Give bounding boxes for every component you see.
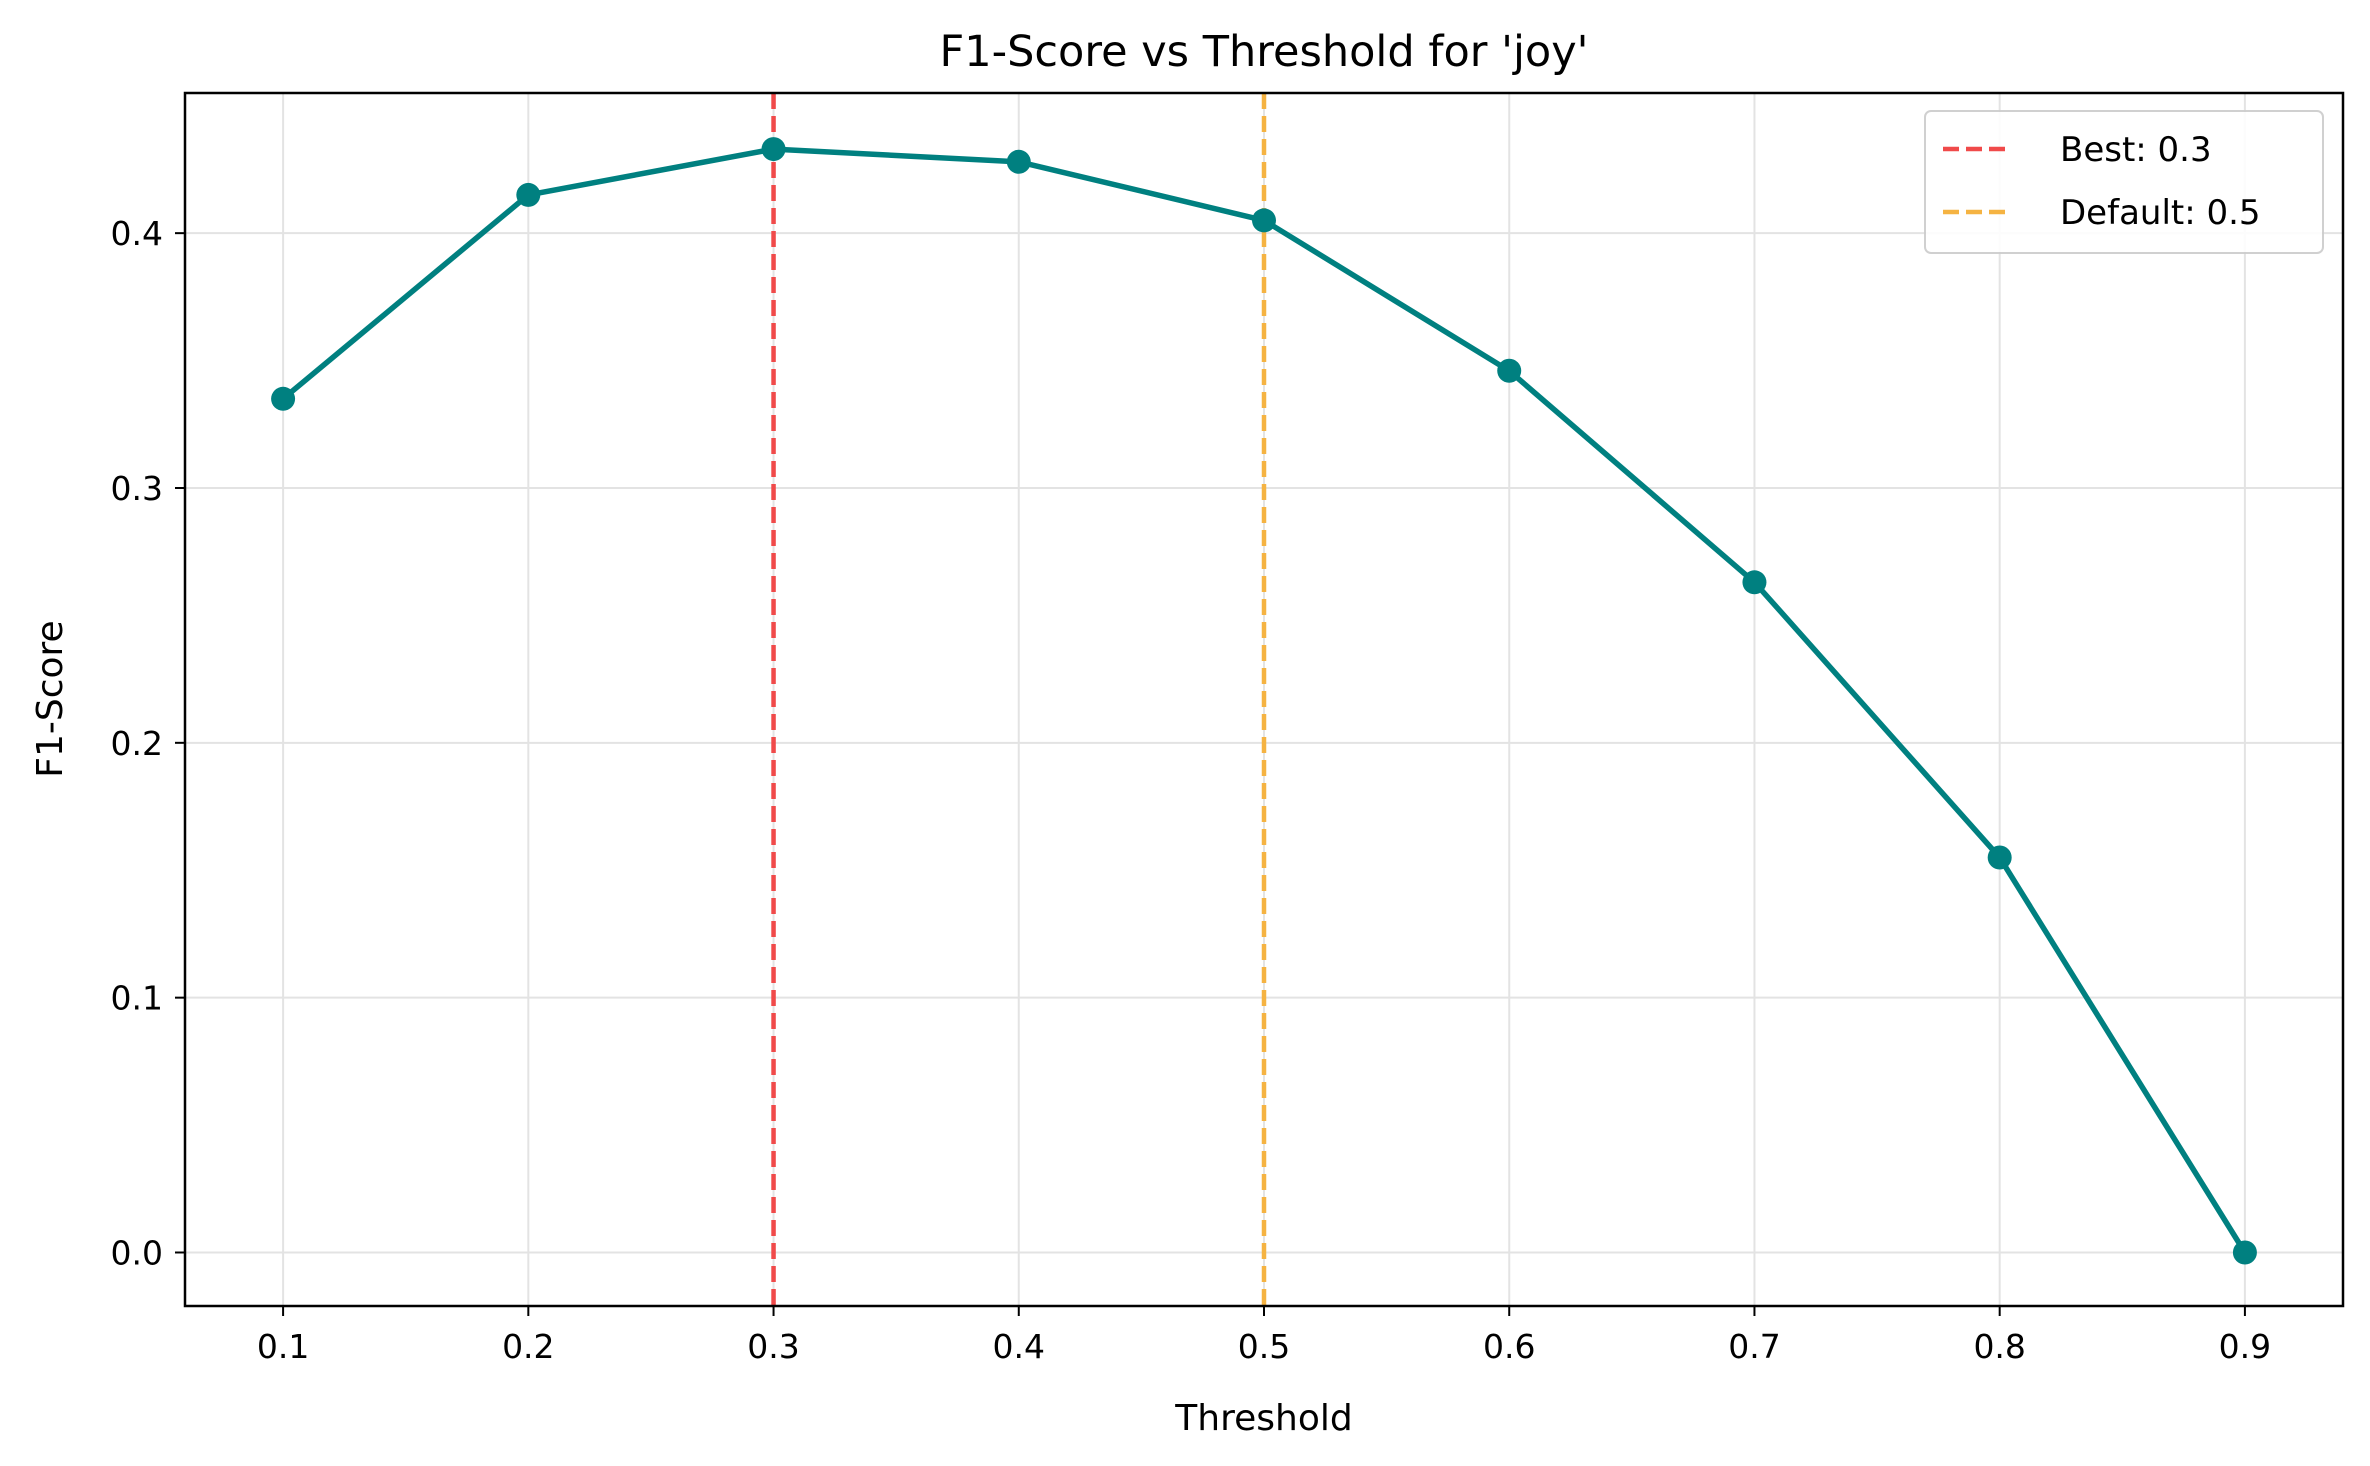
data-point <box>1252 208 1276 233</box>
data-point <box>516 182 541 207</box>
legend-box <box>1924 110 2324 254</box>
y-ticks: 0.0 0.1 0.2 0.3 0.4 <box>111 214 185 1272</box>
y-tick-label: 0.0 <box>111 1233 163 1272</box>
x-tick-label: 0.1 <box>257 1327 309 1366</box>
legend-label: Default: 0.5 <box>2060 193 2261 233</box>
data-point <box>761 137 786 162</box>
data-point <box>1742 570 1767 595</box>
x-tick-label: 0.6 <box>1483 1327 1535 1366</box>
x-tick-label: 0.9 <box>2219 1327 2271 1366</box>
x-tick-label: 0.2 <box>502 1327 554 1366</box>
x-ticks: 0.1 0.2 0.3 0.4 0.5 0.6 0.7 0.8 0.9 <box>257 1306 2271 1366</box>
x-axis-label: Threshold <box>1174 1398 1352 1439</box>
x-tick-label: 0.3 <box>747 1327 799 1366</box>
y-tick-label: 0.1 <box>111 979 163 1018</box>
series <box>271 137 2257 1265</box>
y-axis-label: F1-Score <box>30 620 71 777</box>
chart-title: F1-Score vs Threshold for 'joy' <box>940 27 1589 77</box>
data-point <box>271 386 296 411</box>
x-tick-label: 0.7 <box>1728 1327 1780 1366</box>
x-tick-label: 0.4 <box>993 1327 1045 1366</box>
legend: Best: 0.3 Default: 0.5 <box>1924 110 2324 254</box>
data-point <box>2232 1240 2257 1265</box>
reference-lines <box>771 93 1267 1306</box>
data-point <box>1987 845 2012 870</box>
data-point <box>1006 149 1031 174</box>
y-tick-label: 0.4 <box>111 214 163 253</box>
x-tick-label: 0.8 <box>1973 1327 2025 1366</box>
data-point <box>1497 358 1522 383</box>
legend-label: Best: 0.3 <box>2060 130 2212 170</box>
y-tick-label: 0.2 <box>111 724 163 763</box>
y-tick-label: 0.3 <box>111 469 163 508</box>
x-tick-label: 0.5 <box>1238 1327 1290 1366</box>
